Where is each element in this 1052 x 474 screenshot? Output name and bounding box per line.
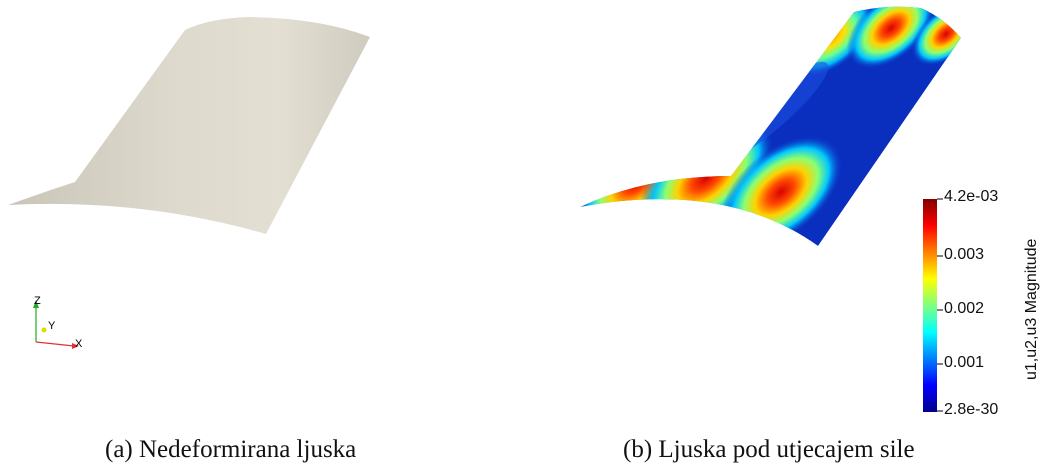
axis-x-label: X bbox=[75, 338, 83, 350]
panel-deformed-shell: 4.2e-03 0.003 0.002 0.001 2.8e-30 u1,u2,… bbox=[526, 0, 1052, 474]
caption-a: (a) Nedeformirana ljuska bbox=[105, 436, 357, 463]
caption-b: (b) Ljuska pod utjecajem sile bbox=[623, 436, 915, 463]
undeformed-shell-surface bbox=[8, 17, 370, 234]
deformed-shell-view bbox=[580, 6, 961, 412]
panel-undeformed-shell: Z Y X (a) Nedeformirana ljuska bbox=[8, 17, 370, 463]
colorbar-tick-0002: 0.002 bbox=[944, 300, 985, 317]
colorbar-tick-0003: 0.003 bbox=[944, 246, 985, 263]
colorbar bbox=[923, 199, 937, 412]
axis-y-label: Y bbox=[48, 320, 56, 332]
axis-z-label: Z bbox=[34, 295, 41, 307]
axes-triad: Z Y X bbox=[33, 295, 83, 350]
colorbar-min-label: 2.8e-30 bbox=[944, 401, 999, 418]
colorbar-title: u1,u2,u3 Magnitude bbox=[1023, 238, 1040, 380]
colorbar-max-label: 4.2e-03 bbox=[944, 188, 999, 205]
undeformed-shell-view: Z Y X bbox=[8, 17, 370, 350]
colorbar-tick-0001: 0.001 bbox=[944, 354, 985, 371]
